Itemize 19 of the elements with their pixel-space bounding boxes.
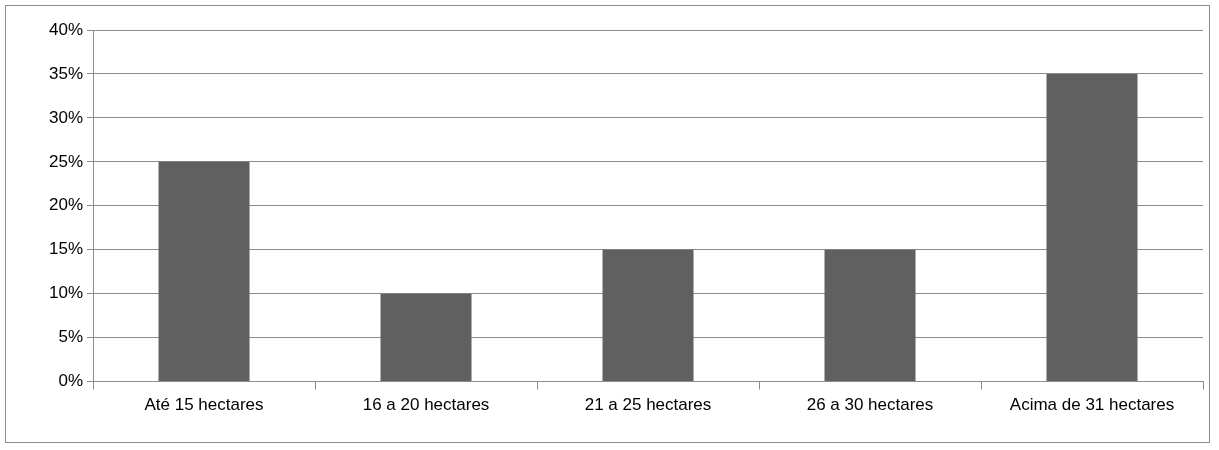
y-tick-label: 0%: [58, 371, 84, 391]
y-tick-label: 25%: [48, 151, 84, 171]
y-tick-label: 35%: [48, 63, 84, 83]
bar: [158, 161, 250, 382]
y-tick-label: 5%: [58, 327, 84, 347]
bar: [380, 293, 472, 382]
x-tick-label: Até 15 hectares: [144, 395, 264, 415]
x-tick-label: Acima de 31 hectares: [1009, 395, 1175, 415]
y-tick-label: 30%: [48, 107, 84, 127]
x-tick-label: 21 a 25 hectares: [584, 395, 712, 415]
y-tick-label: 20%: [48, 195, 84, 215]
bar: [602, 249, 694, 382]
bar: [824, 249, 916, 382]
y-tick-label: 10%: [48, 283, 84, 303]
x-tick-label: 26 a 30 hectares: [806, 395, 934, 415]
x-tick-label: 16 a 20 hectares: [362, 395, 490, 415]
y-tick-label: 40%: [48, 19, 84, 39]
y-tick-label: 15%: [48, 239, 84, 259]
bar: [1046, 73, 1138, 382]
